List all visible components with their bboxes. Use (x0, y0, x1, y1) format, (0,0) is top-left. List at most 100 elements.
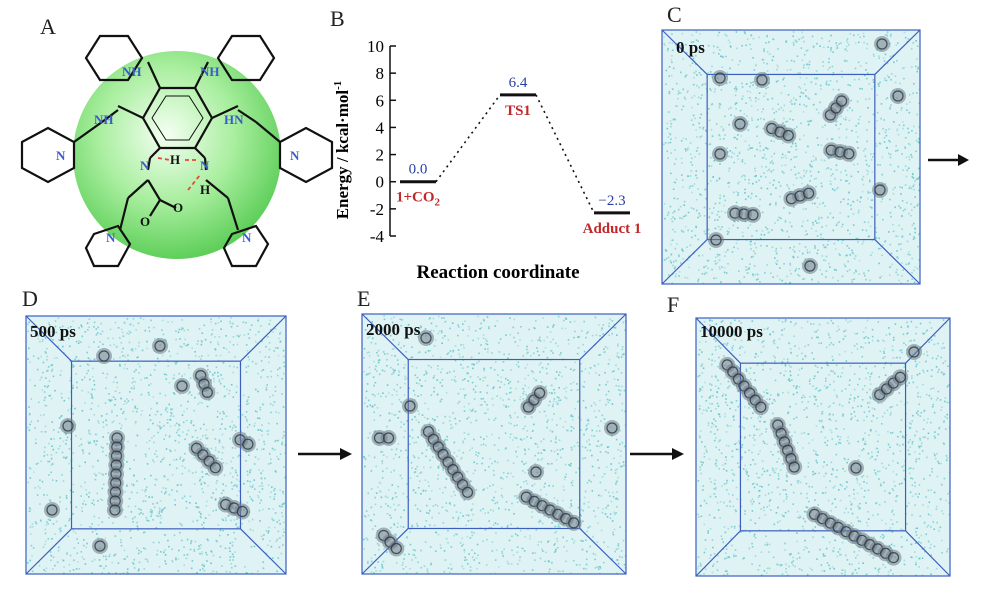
simulation-box-edges (661, 29, 921, 285)
cage-molecule (528, 464, 544, 480)
energy-value-label: 0.0 (409, 162, 428, 178)
cage-molecule (802, 258, 818, 274)
simulation-box-edges (695, 317, 951, 577)
n-label-1: N (140, 158, 150, 173)
cage-molecule (708, 232, 724, 248)
connector-dotted-line (435, 94, 501, 183)
h-label-2: H (200, 182, 210, 197)
cage-molecule (752, 399, 769, 416)
y-axis-label-superscript: -1 (332, 81, 344, 90)
arrow-right-icon (298, 448, 352, 460)
cage-molecule (402, 398, 418, 414)
cage-molecule (745, 206, 761, 223)
cage-molecule (754, 72, 770, 88)
energy-value-label: 6.4 (509, 75, 528, 91)
y-axis-label-text: Energy / kcal·mol (333, 90, 352, 220)
water-dots (697, 319, 951, 577)
energy-levels: 0.0 1+CO2 6.4 TS1 −2.3 Adduct 1 (396, 75, 641, 237)
snapshot-0ps (661, 29, 921, 285)
cage-molecule (712, 70, 728, 86)
arrow-right-icon (630, 448, 684, 460)
n-label-3: N (56, 148, 66, 163)
state-name-label: Adduct 1 (583, 221, 642, 237)
state-name-label: 1+CO2 (396, 190, 441, 209)
panel-label-a: A (40, 14, 56, 39)
cage-clusters (719, 344, 922, 566)
snapshot-10000ps (695, 317, 951, 577)
cage-molecule (92, 538, 108, 554)
snapshot-time-0ps: 0 ps (676, 38, 705, 57)
cage-clusters (44, 338, 256, 554)
cage-clusters (371, 330, 620, 557)
cage-molecule (459, 484, 476, 501)
connector-dotted-line (535, 94, 595, 214)
cage-molecule (848, 460, 864, 476)
cage-molecule (906, 344, 922, 360)
snapshot-time-10000ps: 10000 ps (700, 322, 763, 341)
state-name-label: TS1 (505, 103, 531, 119)
panel-label-c: C (667, 2, 682, 27)
cage-molecule (872, 182, 888, 198)
n-label-2: N (200, 158, 210, 173)
energy-value-label: −2.3 (598, 193, 625, 209)
energy-profile-chart: 10 8 6 4 2 0 -2 -4 0.0 1+CO2 6.4 TS1 −2.3 Adduct 1 R… (332, 37, 641, 283)
n-label-5: N (106, 230, 116, 245)
snapshot-2000ps (361, 313, 627, 575)
nh-label-1: NH (122, 64, 142, 79)
panel-label-e: E (357, 286, 371, 311)
cage-molecule (239, 436, 256, 453)
cage-molecule (732, 116, 748, 132)
cage-molecule (152, 338, 168, 354)
y-tick-label: 8 (376, 64, 385, 83)
cage-molecule (840, 145, 857, 162)
cage-molecule (380, 430, 397, 446)
snapshot-time-2000ps: 2000 ps (366, 320, 421, 339)
n-label-6: N (242, 230, 252, 245)
simulation-box-edges (361, 313, 627, 575)
cage-molecule (96, 348, 112, 364)
cage-molecule (786, 459, 803, 475)
cage-molecule (565, 514, 582, 531)
cage-molecule (874, 36, 890, 52)
nh-label-3: NH (94, 112, 114, 127)
cage-molecule (885, 549, 902, 566)
cage-clusters (708, 36, 906, 274)
cage-molecule (44, 502, 60, 518)
y-tick-label: 0 (376, 173, 385, 192)
cage-molecule (892, 369, 909, 386)
y-tick-label: -4 (370, 227, 385, 246)
cage-molecule (531, 385, 548, 401)
cage-molecule (780, 127, 797, 144)
cage-molecule (388, 540, 405, 557)
molecule-structure: NH NH NH HN N N N N N N H H O O (20, 34, 334, 268)
nh-label-2: NH (200, 64, 220, 79)
panel-label-b: B (330, 6, 345, 31)
o-label-1: O (140, 214, 150, 229)
cage-molecule (60, 418, 76, 434)
panel-label-f: F (667, 292, 680, 317)
cage-molecule (712, 146, 728, 162)
y-tick-label: -2 (370, 200, 384, 219)
y-tick-label: 6 (376, 91, 385, 110)
n-label-4: N (290, 148, 300, 163)
panel-label-d: D (22, 286, 38, 311)
cage-molecule (890, 88, 906, 104)
y-tick-label: 4 (376, 118, 385, 137)
cage-molecule (833, 93, 850, 109)
cage-molecule (207, 459, 224, 476)
water-dots (27, 317, 287, 575)
cage-molecule (418, 330, 434, 346)
y-tick-label: 10 (367, 37, 384, 56)
cage-molecule (199, 384, 216, 401)
cage-molecule (106, 502, 123, 518)
cage-molecule (604, 420, 620, 436)
nh-label-4: HN (224, 112, 244, 127)
y-tick-label: 2 (376, 146, 385, 165)
y-ticks: 10 8 6 4 2 0 -2 -4 (367, 37, 396, 246)
h-label-1: H (170, 152, 180, 167)
snapshot-500ps (25, 315, 287, 575)
snapshot-time-500ps: 500 ps (30, 322, 76, 341)
cage-molecule (234, 503, 251, 520)
arrow-right-icon (928, 154, 969, 166)
y-axis-label: Energy / kcal·mol-1 (332, 81, 352, 220)
